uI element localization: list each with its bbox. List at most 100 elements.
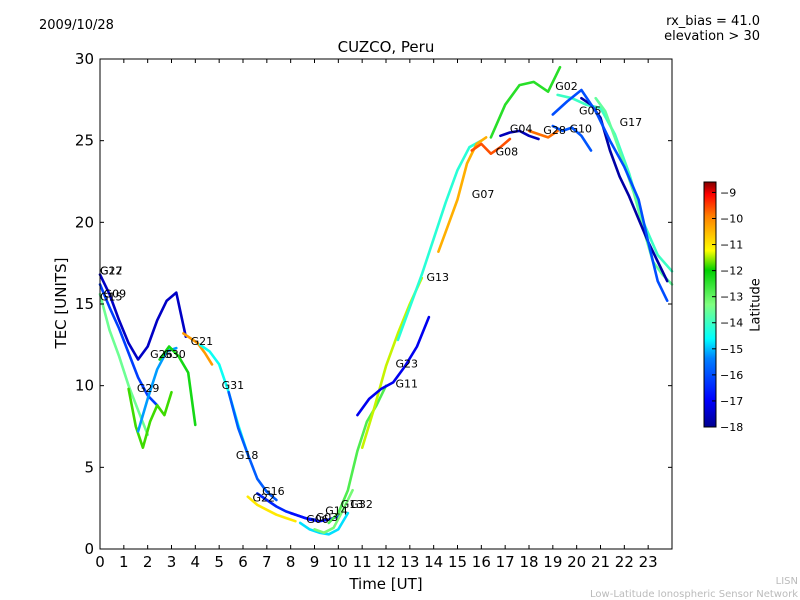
credit-short: LISN xyxy=(775,576,798,587)
point-label-g21: G21 xyxy=(191,335,214,348)
point-label-g03: G03 xyxy=(316,511,339,524)
x-tick-label: 21 xyxy=(591,553,610,571)
x-tick-label: 9 xyxy=(310,553,320,571)
colorbar-tick-label: −15 xyxy=(720,343,743,356)
x-tick-label: 4 xyxy=(191,553,201,571)
y-tick-label: 20 xyxy=(75,213,94,231)
point-label-g31: G31 xyxy=(222,379,245,392)
point-label-g22: G22 xyxy=(253,492,276,505)
point-label-g13: G13 xyxy=(341,498,364,511)
x-tick-label: 13 xyxy=(400,553,419,571)
point-label-g28: G28 xyxy=(543,124,566,137)
series-g30 xyxy=(158,345,197,427)
plot-date: 2009/10/28 xyxy=(39,18,114,33)
x-tick-label: 0 xyxy=(95,553,105,571)
x-tick-label: 22 xyxy=(615,553,634,571)
colorbar-tick-label: −11 xyxy=(720,239,743,252)
point-label-g13: G13 xyxy=(427,271,450,284)
series-g32 xyxy=(327,384,388,525)
x-tick-label: 11 xyxy=(353,553,372,571)
y-tick-label: 10 xyxy=(75,377,94,395)
point-label-g15: G15 xyxy=(100,291,123,304)
y-axis: 0 5 10 15 20 25 30 xyxy=(75,50,672,558)
y-tick-label: 0 xyxy=(84,540,94,558)
x-tick-label: 10 xyxy=(329,553,348,571)
colorbar-tick-label: −12 xyxy=(720,265,743,278)
series-g28 xyxy=(527,129,559,139)
x-tick-label: 12 xyxy=(376,553,395,571)
series-g11 xyxy=(356,315,431,417)
series-g15 xyxy=(98,292,149,437)
point-label-g09: G09 xyxy=(104,288,127,301)
point-label-layer: G27G12G09G15G29G26G30G21G31G18G22G16G06G… xyxy=(100,80,642,526)
x-tick-label: 6 xyxy=(238,553,248,571)
series-layer xyxy=(98,65,674,536)
x-tick-label: 1 xyxy=(119,553,129,571)
point-label-g12: G12 xyxy=(100,265,123,278)
point-label-g08: G08 xyxy=(496,145,519,158)
x-tick-label: 3 xyxy=(167,553,177,571)
point-label-g30: G30 xyxy=(163,348,186,361)
x-tick-label: 5 xyxy=(214,553,224,571)
colorbar-ticks: −9 −10 −11 −12 −13 −14 −15 −16 −17 −18 xyxy=(712,186,743,434)
rx-bias-label: rx_bias = 41.0 xyxy=(666,14,760,29)
y-tick-label: 25 xyxy=(75,132,94,150)
series-g10 xyxy=(551,124,593,152)
point-label-g29: G29 xyxy=(137,382,160,395)
series-g13 xyxy=(396,139,483,342)
x-tick-label: 18 xyxy=(519,553,538,571)
y-axis-label: TEC [UNITS] xyxy=(52,257,70,349)
colorbar-tick-label: −10 xyxy=(720,212,743,225)
credit-long: Low-Latitude Ionospheric Sensor Network xyxy=(590,589,798,600)
series-g08 xyxy=(470,137,512,155)
series-g05 xyxy=(556,93,674,273)
x-tick-label: 17 xyxy=(496,553,515,571)
y-tick-label: 30 xyxy=(75,50,94,68)
x-tick-label: 2 xyxy=(143,553,153,571)
x-tick-label: 23 xyxy=(639,553,658,571)
point-label-g32: G32 xyxy=(350,498,373,511)
x-axis-label: Time [UT] xyxy=(349,575,423,593)
colorbar-tick-label: −17 xyxy=(720,395,743,408)
series-g18 xyxy=(227,390,278,502)
elevation-label: elevation > 30 xyxy=(664,29,760,44)
x-tick-label: 16 xyxy=(472,553,491,571)
colorbar-tick-label: −13 xyxy=(720,291,743,304)
series-g29 xyxy=(127,387,173,450)
series-g04 xyxy=(499,129,540,141)
point-label-g02: G02 xyxy=(555,80,578,93)
x-tick-label: 7 xyxy=(262,553,272,571)
chart-title: CUZCO, Peru xyxy=(337,38,435,56)
y-tick-label: 5 xyxy=(84,458,94,476)
point-label-g17: G17 xyxy=(620,116,643,129)
colorbar-tick-label: −9 xyxy=(720,186,736,199)
series-g14 xyxy=(313,488,354,535)
colorbar-tick-label: −18 xyxy=(720,421,743,434)
series-g26 xyxy=(136,346,178,433)
point-label-g14: G14 xyxy=(325,505,348,518)
x-tick-label: 19 xyxy=(543,553,562,571)
series-gx2 xyxy=(551,88,669,303)
point-label-g23: G23 xyxy=(396,358,419,371)
series-g07 xyxy=(437,136,488,253)
x-tick-label: 8 xyxy=(286,553,296,571)
series-g27 xyxy=(98,273,188,361)
point-label-g07: G07 xyxy=(472,188,495,201)
x-tick-label: 14 xyxy=(424,553,443,571)
point-label-g27: G27 xyxy=(100,265,123,278)
colorbar-gradient xyxy=(703,181,717,428)
point-label-g06: G06 xyxy=(306,513,329,526)
point-label-g16: G16 xyxy=(262,485,285,498)
series-g22 xyxy=(246,495,297,523)
series-g02 xyxy=(489,65,562,139)
colorbar xyxy=(703,181,717,428)
y-tick-label: 15 xyxy=(75,295,94,313)
point-label-g26: G26 xyxy=(150,348,173,361)
series-g21 xyxy=(182,332,214,366)
point-label-g11: G11 xyxy=(396,377,419,390)
point-label-g04: G04 xyxy=(510,123,533,136)
point-label-g05: G05 xyxy=(579,105,602,118)
colorbar-tick-label: −14 xyxy=(720,317,743,330)
x-tick-label: 20 xyxy=(567,553,586,571)
